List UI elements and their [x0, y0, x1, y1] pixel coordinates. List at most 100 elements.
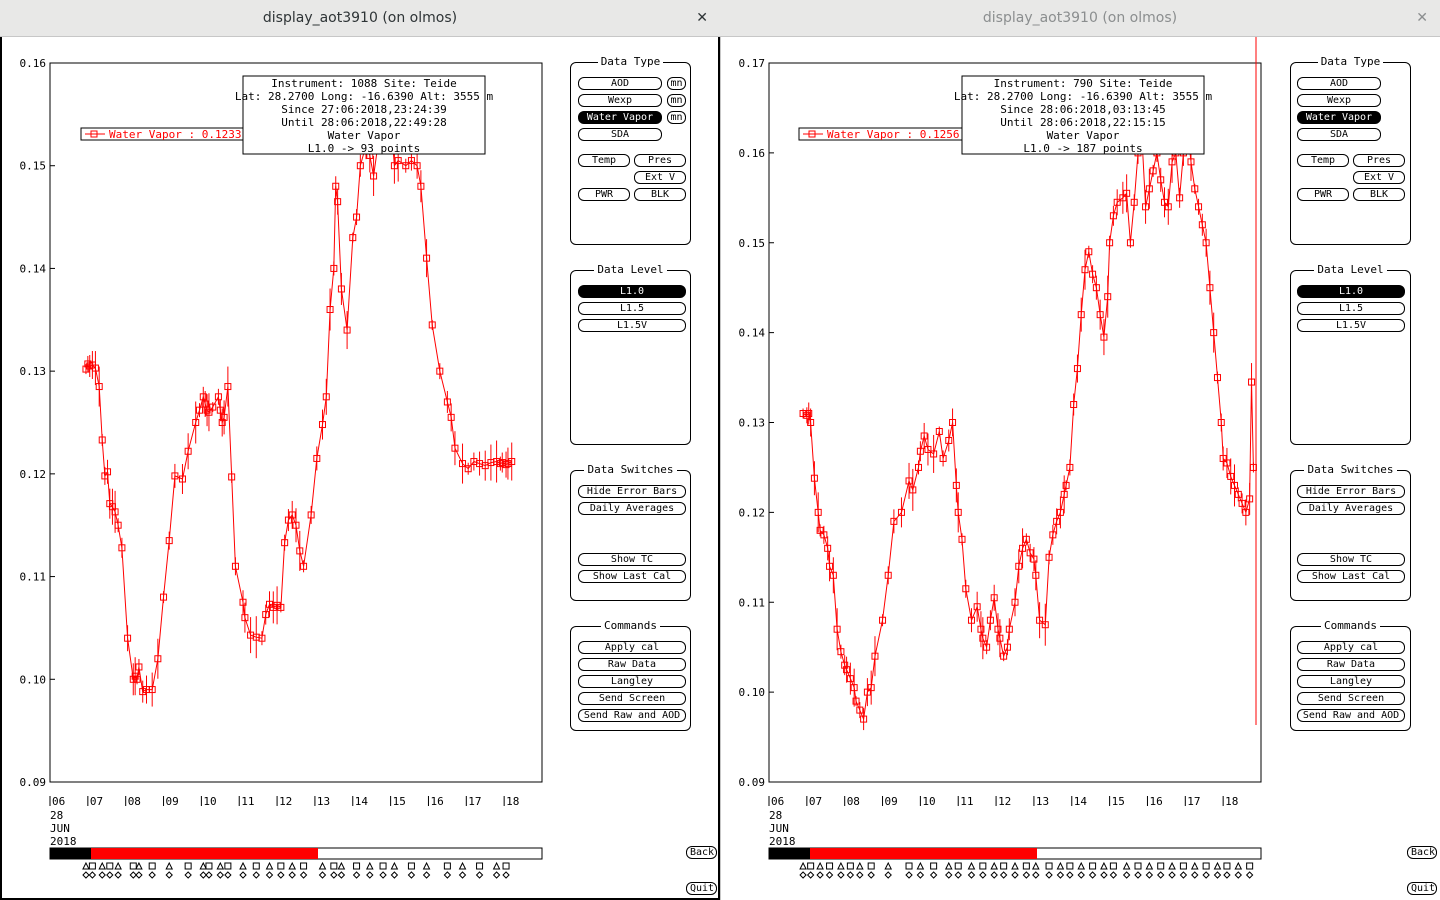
data-point — [148, 686, 156, 694]
data-point — [349, 234, 357, 242]
sda-button[interactable]: SDA — [1297, 128, 1381, 141]
l1-0-button[interactable]: L1.0 — [1297, 285, 1405, 298]
panel-title: Data Type — [1317, 55, 1384, 68]
data-point — [841, 661, 849, 669]
data-point — [1030, 555, 1038, 563]
x-tick-label: 07 — [809, 795, 822, 808]
x-tick-label: 10 — [922, 795, 935, 808]
quit-button[interactable]: Quit — [686, 882, 717, 895]
legend-marker — [808, 130, 816, 138]
mn-button[interactable]: mn — [667, 111, 686, 124]
pwr-button[interactable]: PWR — [1297, 188, 1349, 201]
show-tc-button[interactable]: Show TC — [578, 553, 686, 566]
l1-0-button[interactable]: L1.0 — [578, 285, 686, 298]
aod-button[interactable]: AOD — [578, 77, 662, 90]
diamond-mark — [106, 871, 114, 879]
title-bar[interactable]: display_aot3910 (on olmos) ✕ — [0, 0, 720, 37]
data-point — [1066, 463, 1074, 471]
sky-mark — [1032, 861, 1040, 870]
data-point — [1149, 167, 1157, 175]
apply-cal-button[interactable]: Apply cal — [578, 641, 686, 654]
hide-error-bars-button[interactable]: Hide Error Bars — [1297, 485, 1405, 498]
mn-button[interactable]: mn — [667, 94, 686, 107]
wexp-button[interactable]: Wexp — [1297, 94, 1381, 107]
ext-v-button[interactable]: Ext V — [634, 171, 686, 184]
apply-cal-button[interactable]: Apply cal — [1297, 641, 1405, 654]
show-tc-button[interactable]: Show TC — [1297, 553, 1405, 566]
daily-averages-button[interactable]: Daily Averages — [1297, 502, 1405, 515]
show-last-cal-button[interactable]: Show Last Cal — [578, 570, 686, 583]
back-button[interactable]: Back — [686, 846, 717, 859]
window-content: 0.17 0.16 0.15 0.14 0.13 0.12 0.11 0.10 0.09 06 07… — [720, 37, 1440, 900]
raw-data-button[interactable]: Raw Data — [578, 658, 686, 671]
sky-mark — [1077, 861, 1086, 870]
data-point — [871, 652, 879, 660]
pres-button[interactable]: Pres — [1353, 154, 1405, 167]
diamond-mark — [990, 871, 998, 879]
almucantar-mark — [826, 862, 834, 870]
title-bar[interactable]: display_aot3910 (on olmos) ✕ — [720, 0, 1440, 37]
ext-v-button[interactable]: Ext V — [1353, 171, 1405, 184]
panel-title: Commands — [1321, 619, 1380, 632]
langley-button[interactable]: Langley — [578, 675, 686, 688]
blk-button[interactable]: BLK — [634, 188, 686, 201]
diamond-mark — [1213, 871, 1222, 879]
diamond-mark — [999, 871, 1008, 879]
temp-button[interactable]: Temp — [1297, 154, 1349, 167]
data-point — [1106, 239, 1114, 247]
aod-button[interactable]: AOD — [1297, 77, 1381, 90]
l1-5-button[interactable]: L1.5 — [578, 302, 686, 315]
data-point — [464, 465, 472, 473]
data-point — [939, 454, 947, 462]
y-tick-label: 0.10 — [20, 673, 47, 686]
l1-5v-button[interactable]: L1.5V — [1297, 319, 1405, 332]
pres-button[interactable]: Pres — [634, 154, 686, 167]
time-bar-red — [91, 848, 318, 859]
info-line: Instrument: 790 Site: Teide — [994, 77, 1173, 90]
wexp-button[interactable]: Wexp — [578, 94, 662, 107]
data-point — [805, 410, 813, 418]
send-screen-button[interactable]: Send Screen — [578, 692, 686, 705]
hide-error-bars-button[interactable]: Hide Error Bars — [578, 485, 686, 498]
langley-button[interactable]: Langley — [1297, 675, 1405, 688]
almucantar-mark — [807, 862, 815, 870]
diamond-mark — [979, 871, 987, 879]
show-last-cal-button[interactable]: Show Last Cal — [1297, 570, 1405, 583]
water-vapor-button[interactable]: Water Vapor — [1297, 111, 1381, 124]
diamond-mark — [98, 871, 106, 879]
data-point — [334, 198, 342, 206]
mn-button[interactable]: mn — [667, 77, 686, 90]
x-tick-label: 16 — [1149, 795, 1162, 808]
send-raw-and-aod-button[interactable]: Send Raw and AOD — [1297, 709, 1405, 722]
raw-data-button[interactable]: Raw Data — [1297, 658, 1405, 671]
close-icon[interactable]: ✕ — [696, 10, 708, 26]
y-tick-label: 0.11 — [739, 596, 766, 609]
l1-5-button[interactable]: L1.5 — [1297, 302, 1405, 315]
blk-button[interactable]: BLK — [1353, 188, 1405, 201]
data-point — [402, 162, 410, 170]
l1-5v-button[interactable]: L1.5V — [578, 319, 686, 332]
data-point — [1100, 333, 1108, 341]
send-screen-button[interactable]: Send Screen — [1297, 692, 1405, 705]
close-icon[interactable]: ✕ — [1416, 10, 1428, 26]
data-point — [390, 162, 398, 170]
send-raw-and-aod-button[interactable]: Send Raw and AOD — [578, 709, 686, 722]
sky-mark — [365, 861, 374, 870]
data-point — [1113, 198, 1121, 206]
sda-button[interactable]: SDA — [578, 128, 662, 141]
info-line: L1.0 -> 93 points — [308, 142, 421, 155]
temp-button[interactable]: Temp — [578, 154, 630, 167]
water-vapor-button[interactable]: Water Vapor — [578, 111, 662, 124]
window-title: display_aot3910 (on olmos) — [982, 10, 1178, 26]
data-point — [983, 643, 991, 651]
daily-averages-button[interactable]: Daily Averages — [578, 502, 686, 515]
diamond-mark — [82, 871, 90, 879]
info-box — [242, 75, 486, 155]
pwr-button[interactable]: PWR — [578, 188, 630, 201]
back-button[interactable]: Back — [1407, 846, 1437, 859]
quit-button[interactable]: Quit — [1407, 882, 1437, 895]
info-line: Until 28:06:2018,22:49:28 — [281, 116, 447, 129]
data-point — [856, 706, 864, 714]
info-line: Water Vapor — [328, 129, 401, 142]
data-point — [803, 411, 811, 419]
